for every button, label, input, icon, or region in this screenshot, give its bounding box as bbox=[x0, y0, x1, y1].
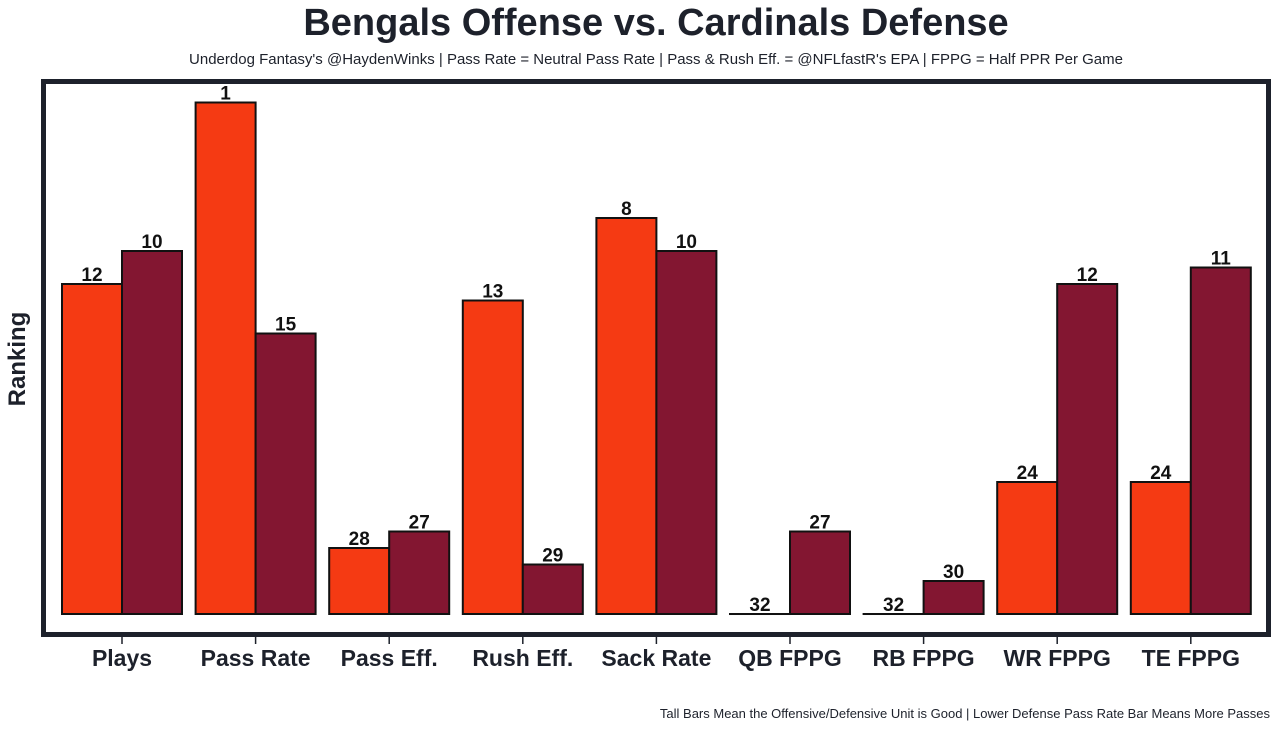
chart-subtitle: Underdog Fantasy's @HaydenWinks | Pass R… bbox=[189, 51, 1123, 68]
x-tick-label: Plays bbox=[92, 645, 152, 671]
data-labels-group: 12 10 1 15 28 27 13 29 8 10 32 27 32 30 24 12 24 11 bbox=[81, 84, 1231, 617]
data-label: 12 bbox=[1077, 265, 1098, 286]
x-tick-label: WR FPPG bbox=[1004, 645, 1111, 671]
data-label: 12 bbox=[81, 265, 102, 286]
bar-defense-plays bbox=[121, 250, 183, 615]
x-tick-label: Pass Rate bbox=[201, 645, 311, 671]
bar-defense-rush-eff bbox=[521, 563, 584, 615]
bar-defense-wr-fppg bbox=[1056, 283, 1119, 615]
data-label: 28 bbox=[349, 529, 370, 550]
bar-defense-pass-rate bbox=[254, 332, 317, 615]
x-tick-label: Rush Eff. bbox=[472, 645, 573, 671]
data-label: 27 bbox=[809, 513, 830, 534]
bar-defense-pass-eff bbox=[388, 530, 451, 615]
x-tick-label: Pass Eff. bbox=[341, 645, 438, 671]
bar-offense-sack-rate bbox=[595, 217, 658, 615]
bar-defense-sack-rate bbox=[655, 250, 718, 615]
bar-offense-pass-rate bbox=[194, 101, 257, 615]
data-label: 10 bbox=[141, 232, 162, 253]
bar-defense-qb-fppg bbox=[789, 530, 851, 615]
x-tick-label: Sack Rate bbox=[601, 645, 711, 671]
bar-offense-plays bbox=[61, 283, 123, 615]
data-label: 32 bbox=[883, 595, 904, 616]
data-label: 11 bbox=[1211, 249, 1232, 270]
data-label: 24 bbox=[1017, 463, 1039, 484]
plot-frame bbox=[41, 79, 1271, 637]
bar-defense-rb-fppg bbox=[922, 580, 985, 615]
bar-offense-rush-eff bbox=[461, 299, 524, 615]
bar-offense-te-fppg bbox=[1129, 481, 1192, 615]
data-label: 8 bbox=[621, 199, 632, 220]
bar-offense-wr-fppg bbox=[996, 481, 1059, 615]
data-label: 32 bbox=[749, 595, 770, 616]
data-label: 15 bbox=[275, 315, 297, 336]
data-label: 24 bbox=[1150, 463, 1172, 484]
chart-title: Bengals Offense vs. Cardinals Defense bbox=[303, 2, 1009, 44]
data-label: 29 bbox=[542, 546, 563, 567]
data-label: 13 bbox=[482, 282, 503, 303]
x-tick-label: QB FPPG bbox=[738, 645, 842, 671]
bar-offense-pass-eff bbox=[328, 547, 391, 615]
data-label: 27 bbox=[409, 513, 430, 534]
bars-group bbox=[61, 101, 1252, 616]
data-label: 30 bbox=[943, 562, 964, 583]
x-axis-ticks: Plays Pass Rate Pass Eff. Rush Eff. Sack Rat… bbox=[92, 637, 1240, 671]
data-label: 10 bbox=[676, 232, 697, 253]
chart-footnote: Tall Bars Mean the Offensive/Defensive U… bbox=[659, 706, 1270, 721]
x-tick-label: TE FPPG bbox=[1142, 645, 1240, 671]
x-tick-label: RB FPPG bbox=[872, 645, 974, 671]
data-label: 1 bbox=[220, 84, 231, 105]
bar-defense-te-fppg bbox=[1189, 266, 1252, 615]
